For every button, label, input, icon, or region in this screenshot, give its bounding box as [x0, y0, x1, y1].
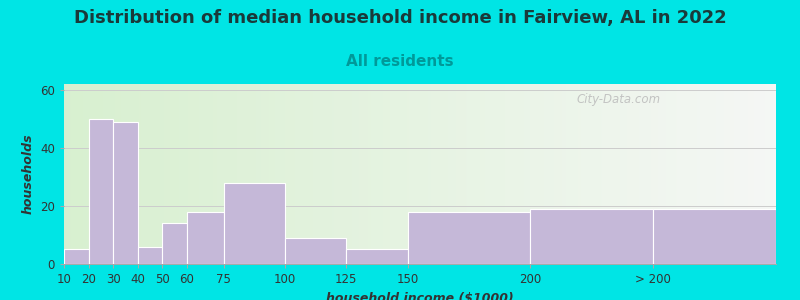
Bar	[162, 224, 186, 264]
X-axis label: household income ($1000): household income ($1000)	[326, 292, 514, 300]
Bar	[89, 119, 113, 264]
Text: City-Data.com: City-Data.com	[577, 93, 661, 106]
Text: Distribution of median household income in Fairview, AL in 2022: Distribution of median household income …	[74, 9, 726, 27]
Y-axis label: households: households	[22, 134, 34, 214]
Bar	[223, 183, 285, 264]
Bar	[530, 209, 654, 264]
Bar	[138, 247, 162, 264]
Bar	[186, 212, 223, 264]
Bar	[64, 250, 89, 264]
Text: All residents: All residents	[346, 54, 454, 69]
Bar	[654, 209, 776, 264]
Bar	[408, 212, 530, 264]
Bar	[285, 238, 346, 264]
Bar	[346, 250, 408, 264]
Bar	[113, 122, 138, 264]
